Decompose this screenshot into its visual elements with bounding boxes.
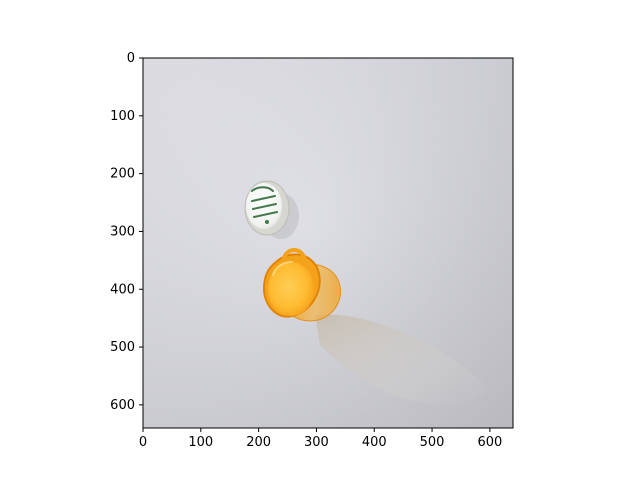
cap-print bbox=[251, 186, 278, 224]
x-tick-label: 300 bbox=[304, 435, 329, 450]
bottle-tab bbox=[282, 248, 306, 260]
orange-pill-bottle bbox=[262, 248, 341, 322]
y-axis-ticks: 0 100 200 300 400 500 600 bbox=[110, 51, 143, 413]
y-tick-label: 200 bbox=[110, 167, 135, 182]
bottle-edge-highlight bbox=[272, 261, 293, 276]
y-tick-label: 300 bbox=[110, 224, 135, 239]
x-tick-label: 400 bbox=[362, 435, 387, 450]
y-tick-label: 400 bbox=[110, 282, 135, 297]
white-bottle-cap bbox=[244, 180, 290, 236]
x-tick-label: 100 bbox=[188, 435, 213, 450]
y-tick-label: 100 bbox=[110, 109, 135, 124]
y-tick-label: 0 bbox=[127, 51, 135, 66]
y-tick-label: 500 bbox=[110, 340, 135, 355]
x-tick-label: 500 bbox=[420, 435, 445, 450]
x-tick-label: 0 bbox=[139, 435, 147, 450]
scene bbox=[244, 180, 487, 405]
image-axes: 0 100 200 300 400 500 600 0 100 200 300 400 500 600 bbox=[110, 51, 514, 450]
bottle-shadow bbox=[315, 314, 487, 405]
x-tick-label: 200 bbox=[246, 435, 271, 450]
axes-frame bbox=[142, 57, 514, 429]
bottle-lid bbox=[268, 262, 314, 316]
y-tick-label: 600 bbox=[110, 398, 135, 413]
x-tick-label: 600 bbox=[477, 435, 502, 450]
x-axis-ticks: 0 100 200 300 400 500 600 bbox=[139, 428, 502, 450]
